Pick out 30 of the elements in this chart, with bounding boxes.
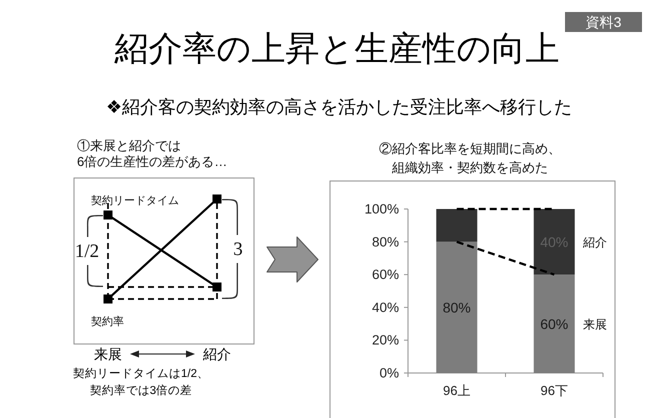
text: 資料3 bbox=[586, 14, 622, 30]
text: 契約リードタイムは1/2、契約率では3倍の差 bbox=[73, 367, 209, 397]
point bbox=[104, 210, 112, 220]
bar bbox=[436, 209, 478, 242]
bar bbox=[534, 209, 575, 275]
point bbox=[212, 282, 222, 292]
y-tick-label: 100% bbox=[364, 202, 399, 216]
chart-title: ②紹介客比率を短期間に高め、組織効率・契約数を高めた bbox=[379, 141, 561, 175]
data-label: 60% bbox=[540, 316, 568, 332]
annotation: 3 bbox=[233, 239, 243, 260]
y-tick-label: 80% bbox=[372, 234, 399, 250]
point bbox=[212, 194, 222, 204]
data-label: 80% bbox=[442, 299, 471, 316]
text: ❖紹介客の契約効率の高さを活かした受注比率へ移行した bbox=[106, 97, 572, 117]
y-tick-label: 20% bbox=[372, 332, 399, 348]
x-tick-label: 96下 bbox=[540, 383, 568, 398]
series-label: 契約リードタイム bbox=[91, 194, 179, 207]
series-label: 来展 bbox=[582, 317, 607, 332]
bar bbox=[534, 274, 575, 373]
x-tick-label: 96上 bbox=[443, 383, 470, 398]
y-tick-label: 0% bbox=[379, 366, 399, 380]
text: 紹介率の上昇と生産性の向上 bbox=[114, 30, 560, 68]
annotation: 1/2 bbox=[74, 241, 100, 262]
bar bbox=[436, 242, 478, 373]
y-tick-label: 40% bbox=[372, 300, 399, 315]
chart-title: ①来展と紹介では6倍の生産性の差がある… bbox=[77, 138, 228, 169]
point bbox=[104, 294, 112, 304]
series-label: 契約率 bbox=[91, 315, 124, 328]
y-tick-label: 60% bbox=[372, 267, 399, 282]
series-label: 紹介 bbox=[582, 235, 607, 250]
